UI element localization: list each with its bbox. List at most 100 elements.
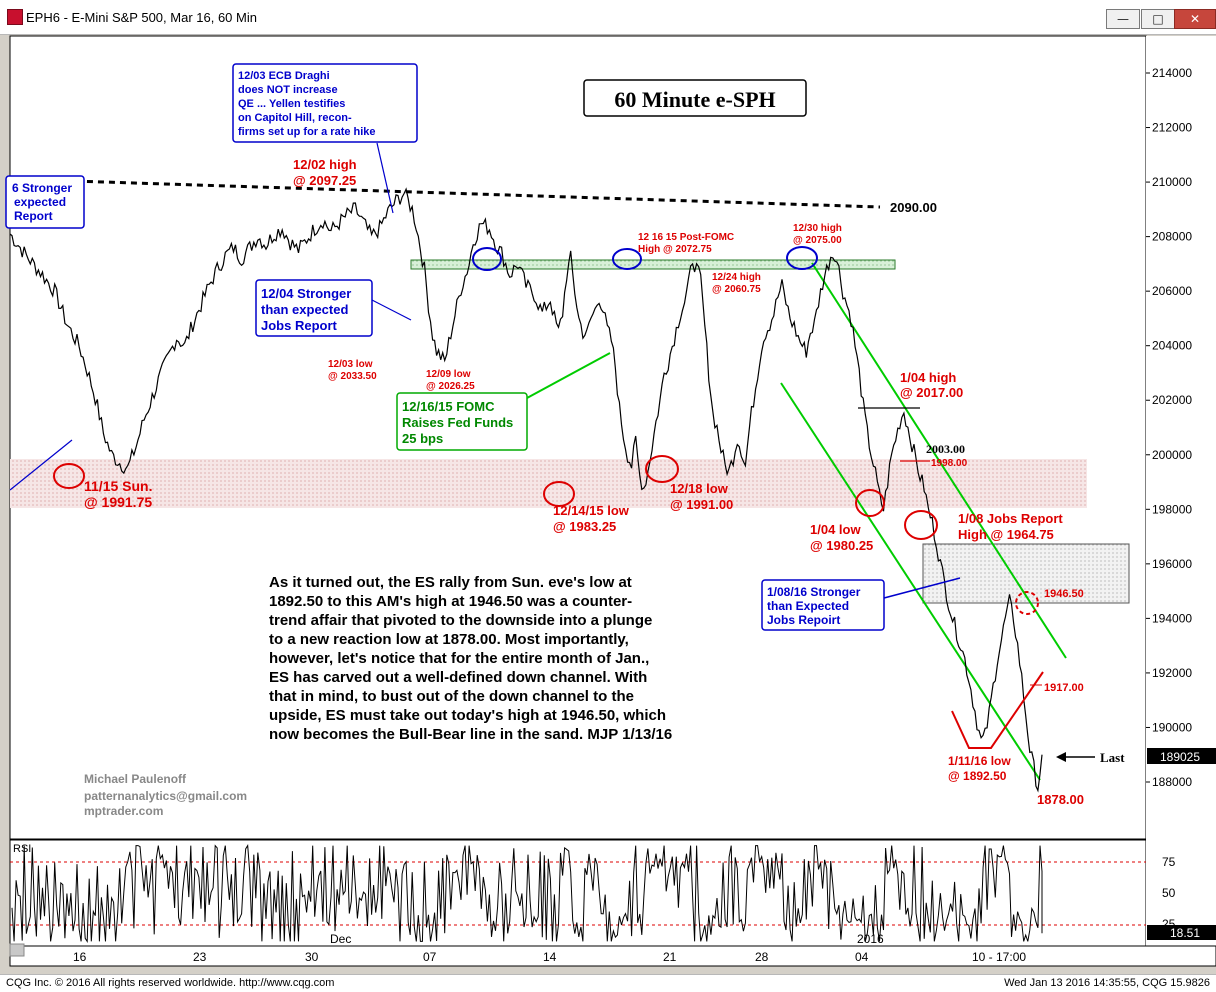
commentary-line-2: 1892.50 to this AM's high at 1946.50 was… <box>269 593 632 610</box>
level-1878-label: 1878.00 <box>1037 792 1084 807</box>
left-box-pointer <box>9 439 73 491</box>
price-axis <box>1146 36 1216 946</box>
time-tick-label: 10 - 17:00 <box>972 950 1026 964</box>
time-tick-label: 04 <box>855 950 869 964</box>
minimize-button[interactable]: — <box>1106 9 1140 29</box>
commentary-line-5: however, let's notice that for the entir… <box>269 650 649 667</box>
circle-0108-high <box>904 510 938 540</box>
low-1218-line-1: 12/18 low <box>670 481 729 496</box>
fomc-line-2: Raises Fed Funds <box>402 415 513 430</box>
high-0104-line-2: @ 2017.00 <box>900 385 963 400</box>
price-tick-label: 212000 <box>1152 121 1192 135</box>
high-1224-line-1: 12/24 high <box>712 272 761 283</box>
jobs-1204-pointer <box>371 299 412 321</box>
last-price-box <box>1147 748 1216 764</box>
commentary-line-9: now becomes the Bull-Bear line in the sa… <box>269 726 672 743</box>
maximize-button[interactable]: □ <box>1141 9 1175 29</box>
postfomc-line-2: High @ 2072.75 <box>638 244 712 255</box>
level-2090-label: 2090.00 <box>890 200 937 215</box>
chart-title-box <box>583 79 807 117</box>
circle-1218-low <box>645 455 679 483</box>
level-1998-label: 1998.00 <box>931 458 968 469</box>
low-1209-line-1: 12/09 low <box>426 369 471 380</box>
chart-title: 60 Minute e-SPH <box>614 87 775 112</box>
month-label-2016: 2016 <box>857 932 884 946</box>
close-button[interactable]: ✕ <box>1174 9 1216 29</box>
ecb-line-4: on Capitol Hill, recon- <box>238 112 352 124</box>
jobs-1204-line-3: Jobs Report <box>261 318 338 333</box>
jobs-0108-pointer <box>883 577 961 599</box>
rsi-line <box>11 844 1043 944</box>
price-tick-label: 214000 <box>1152 66 1192 80</box>
rsi-tick-75: 75 <box>1162 855 1176 869</box>
price-tick-label: 200000 <box>1152 448 1192 462</box>
low-1214-line-2: @ 1983.25 <box>553 519 616 534</box>
jobs-1204-line-2: than expected <box>261 302 348 317</box>
price-tick-label: 198000 <box>1152 502 1192 516</box>
high-1202-line-2: @ 2097.25 <box>293 173 356 188</box>
fomc-line-3: 25 bps <box>402 431 443 446</box>
left-box-line-3: Report <box>14 209 53 223</box>
high-0104-line-1: 1/04 high <box>900 370 956 385</box>
left-box-line-2: expected <box>14 195 66 209</box>
price-tick-label: 196000 <box>1152 557 1192 571</box>
low-1214-line-1: 12/14/15 low <box>553 503 630 518</box>
jobs-1204-line-1: 12/04 Stronger <box>261 286 351 301</box>
ecb-line-2: does NOT increase <box>238 84 338 96</box>
timestamp-text: Wed Jan 13 2016 14:35:55, CQG 15.9826 <box>1004 977 1210 989</box>
price-tick-label: 210000 <box>1152 175 1192 189</box>
jobs-report-0108-line-1: 1/08 Jobs Report <box>958 511 1063 526</box>
price-axis-ticks: 188000 190000 192000 194000 196000 198000 2000… <box>1146 66 1192 789</box>
postfomc-line-1: 12 16 15 Post-FOMC <box>638 232 734 243</box>
jobs-0108-box <box>761 579 885 631</box>
circle-1946-high <box>1015 591 1039 615</box>
price-tick-label: 204000 <box>1152 339 1192 353</box>
left-jobs-box <box>5 175 85 229</box>
last-arrow-head <box>1056 752 1066 762</box>
time-tick-label: 14 <box>543 950 557 964</box>
low-0104-line-2: @ 1980.25 <box>810 538 873 553</box>
price-line <box>9 187 1043 793</box>
last-price-value: 189025 <box>1160 750 1200 764</box>
gap-zone <box>922 543 1130 604</box>
window-titlebar: EPH6 - E-Mini S&P 500, Mar 16, 60 Min — … <box>0 0 1216 35</box>
ecb-line-5: firms set up for a rate hike <box>238 126 376 138</box>
left-box-line-1: 6 Stronger <box>12 181 72 195</box>
rsi-label: RSI <box>13 843 31 855</box>
time-tick-label: 28 <box>755 950 769 964</box>
signature-site: mptrader.com <box>84 804 163 818</box>
resistance-trendline <box>9 177 881 209</box>
rsi-last-box <box>1147 925 1216 940</box>
cqg-app-icon <box>7 9 23 25</box>
last-label: Last <box>1100 750 1125 765</box>
commentary-line-1: As it turned out, the ES rally from Sun.… <box>269 574 632 591</box>
time-tick-label: 07 <box>423 950 437 964</box>
time-tick-label: 21 <box>663 950 677 964</box>
channel-lower-line <box>780 382 1041 781</box>
high-1230-line-2: @ 2075.00 <box>793 235 842 246</box>
high-1224-line-2: @ 2060.75 <box>712 284 761 295</box>
high-1202-line-1: 12/02 high <box>293 157 357 172</box>
commentary-line-8: upside, ES must take out today's high at… <box>269 707 666 724</box>
rsi-last-value: 18.51 <box>1170 926 1200 940</box>
ecb-line-3: QE ... Yellen testifies <box>238 98 345 110</box>
low-1218-line-2: @ 1991.00 <box>670 497 733 512</box>
time-tick-label: 23 <box>193 950 207 964</box>
price-tick-label: 192000 <box>1152 666 1192 680</box>
low-0111-line-1: 1/11/16 low <box>948 754 1011 768</box>
fomc-box <box>396 392 528 451</box>
circle-1230-high <box>786 246 818 270</box>
price-tick-label: 202000 <box>1152 393 1192 407</box>
jobs-report-0108-line-2: High @ 1964.75 <box>958 527 1054 542</box>
jobs-0108-line-2: than Expected <box>767 599 849 613</box>
circle-1209-high <box>472 247 502 271</box>
ecb-annotation-box <box>232 63 418 143</box>
price-chart[interactable]: 188000 190000 192000 194000 196000 198000 2000… <box>0 34 1216 974</box>
double-bottom-marker <box>951 671 1044 749</box>
support-zone <box>10 459 1087 508</box>
price-tick-label: 190000 <box>1152 720 1192 734</box>
scroll-left-button[interactable] <box>9 943 25 957</box>
jobs-0108-line-3: Jobs Repoirt <box>767 613 840 627</box>
ecb-line-1: 12/03 ECB Draghi <box>238 70 330 82</box>
low-0111-line-2: @ 1892.50 <box>948 769 1007 783</box>
